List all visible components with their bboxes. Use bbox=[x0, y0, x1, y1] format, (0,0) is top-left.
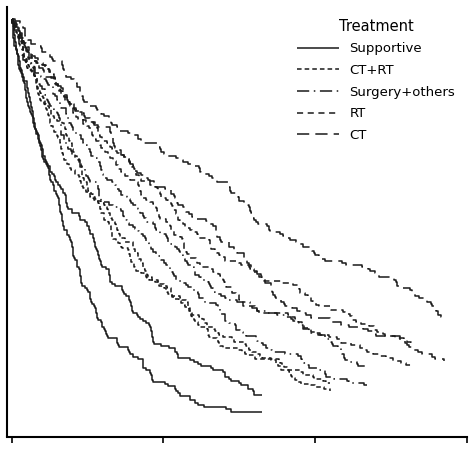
Legend: Supportive, CT+RT, Surgery+others, RT, CT: Supportive, CT+RT, Surgery+others, RT, C… bbox=[292, 13, 460, 147]
